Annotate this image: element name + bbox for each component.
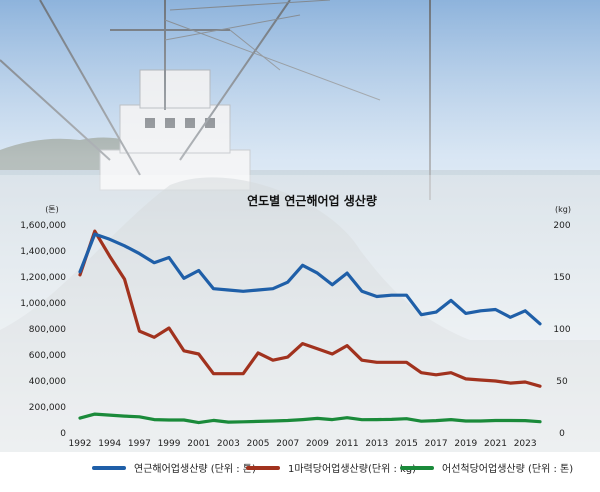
legend-swatch-blue [92, 465, 126, 470]
x-axis-ticks: 1992 1994 1997 1999 2001 2003 2005 2007 2009 2011… [69, 439, 537, 449]
left-tick-label: 0 [60, 429, 66, 439]
left-tick-label: 1,400,000 [20, 247, 66, 257]
left-tick-label: 1,000,000 [20, 299, 66, 309]
left-tick-label: 600,000 [29, 351, 66, 361]
right-tick-label: 150 [553, 273, 570, 283]
left-tick-label: 800,000 [29, 325, 66, 335]
right-tick-label: 200 [553, 221, 570, 231]
legend-label: 어선척당어업생산량 (단위 : 톤) [442, 464, 574, 475]
x-tick-label: 2001 [187, 439, 210, 449]
legend-swatch-green [400, 465, 434, 470]
left-tick-label: 400,000 [29, 377, 66, 387]
legend-item-total-production: 연근해어업생산량 (단위 : 톤) [92, 460, 256, 475]
x-tick-label: 2003 [217, 439, 240, 449]
x-tick-label: 2015 [395, 439, 418, 449]
right-axis-unit: (kg) [555, 205, 571, 214]
chart-area: 연도별 연근해어업 생산량 (톤) (kg) 0 200,000 400,000 60… [20, 193, 571, 449]
right-tick-label: 50 [556, 377, 568, 387]
x-tick-label: 1997 [128, 439, 151, 449]
x-tick-label: 2005 [247, 439, 270, 449]
legend-label: 1마력당어업생산량(단위 : kg) [288, 464, 417, 475]
right-tick-label: 0 [559, 429, 565, 439]
x-tick-label: 2019 [454, 439, 477, 449]
chart-title: 연도별 연근해어업 생산량 [247, 193, 377, 208]
legend-item-per-vessel: 어선척당어업생산량 (단위 : 톤) [400, 460, 573, 475]
left-tick-label: 1,600,000 [20, 221, 66, 231]
left-tick-label: 1,200,000 [20, 273, 66, 283]
legend-label: 연근해어업생산량 (단위 : 톤) [134, 464, 256, 475]
x-tick-label: 1992 [69, 439, 92, 449]
x-tick-label: 2023 [514, 439, 537, 449]
x-tick-label: 1999 [158, 439, 181, 449]
series-line-0 [78, 232, 542, 326]
series-line-1 [78, 229, 542, 388]
right-axis-ticks: 0 50 100 150 200 [553, 221, 570, 439]
x-tick-label: 2011 [336, 439, 359, 449]
x-tick-label: 2009 [306, 439, 329, 449]
x-tick-label: 2013 [365, 439, 388, 449]
series-lines [78, 229, 542, 425]
legend: 연근해어업생산량 (단위 : 톤) 1마력당어업생산량(단위 : kg) 어선척… [0, 452, 600, 492]
series-line-2 [78, 412, 542, 425]
x-tick-label: 2021 [484, 439, 507, 449]
right-tick-label: 100 [553, 325, 570, 335]
legend-item-per-horsepower: 1마력당어업생산량(단위 : kg) [246, 460, 416, 475]
x-tick-label: 2017 [425, 439, 448, 449]
left-axis-unit: (톤) [45, 205, 59, 214]
x-tick-label: 1994 [98, 439, 121, 449]
legend-swatch-red [246, 465, 280, 470]
left-tick-label: 200,000 [29, 403, 66, 413]
left-axis-ticks: 0 200,000 400,000 600,000 800,000 1,000,000 1,… [20, 221, 66, 439]
x-tick-label: 2007 [276, 439, 299, 449]
